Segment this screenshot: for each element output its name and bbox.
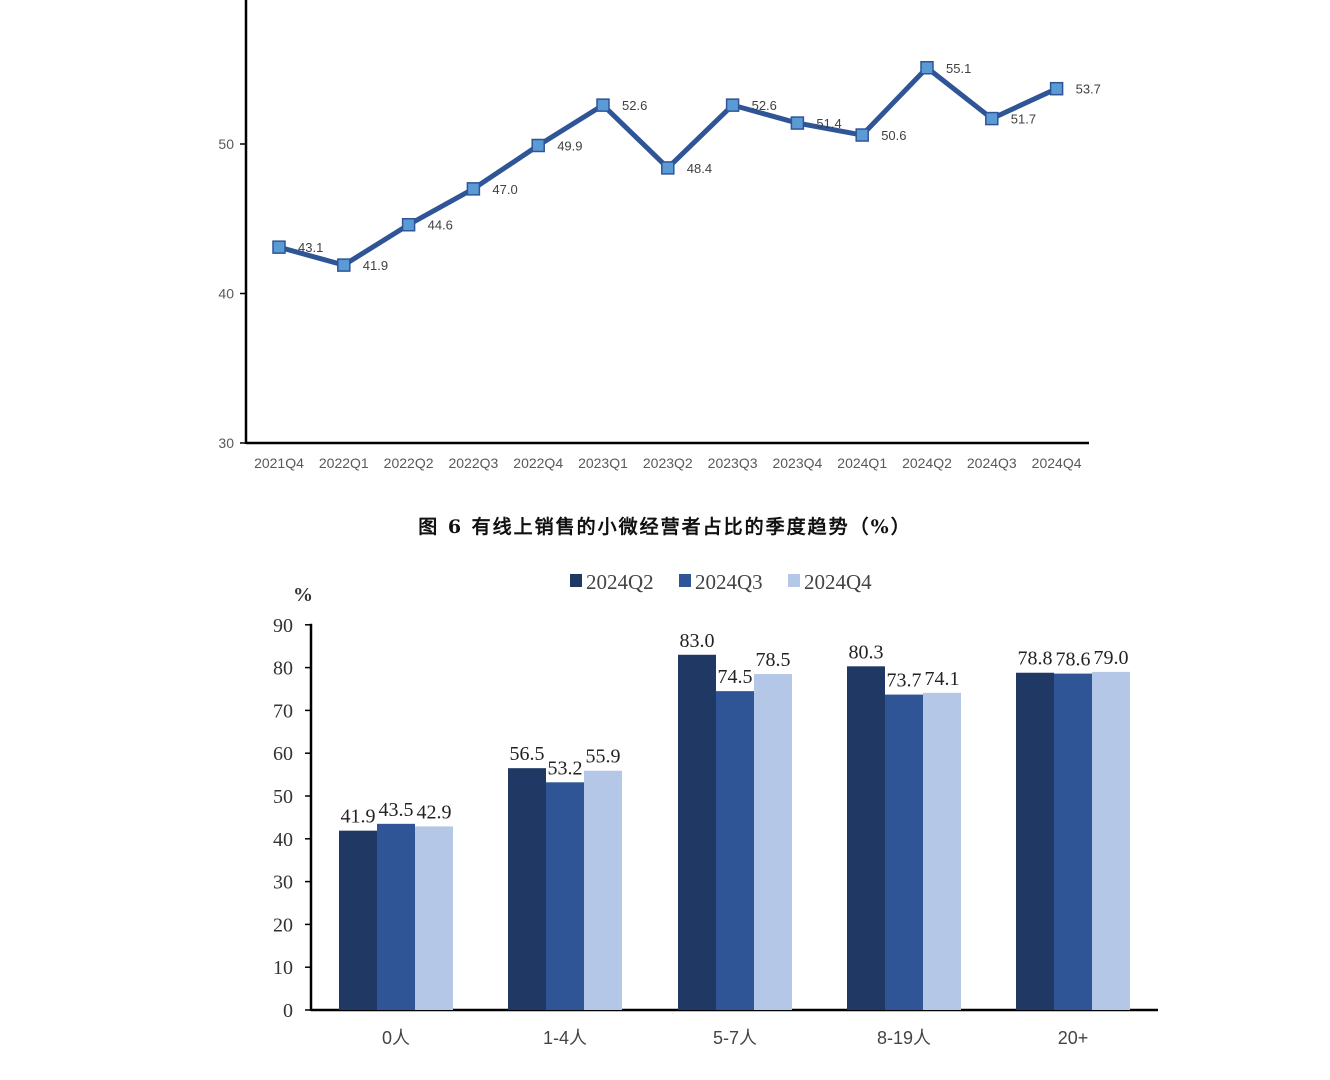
bar (584, 770, 622, 1010)
x-tick-label: 2022Q1 (319, 455, 369, 471)
y-tick-label: 70 (273, 700, 293, 722)
bar-value-label: 73.7 (887, 670, 922, 692)
data-label: 50.6 (881, 128, 906, 143)
legend-label: 2024Q3 (695, 570, 763, 594)
data-point-marker (401, 217, 416, 232)
data-label: 47.0 (492, 182, 517, 197)
x-tick-label: 2024Q2 (902, 455, 952, 471)
x-tick-label: 2023Q1 (578, 455, 628, 471)
x-tick-label: 2023Q3 (708, 455, 758, 471)
bar (923, 692, 961, 1010)
line-chart-quarterly: 30 40 50 2021Q4 2022Q1 2022Q2 2022Q3 2022Q4 2023… (218, 0, 1101, 471)
data-point-marker (985, 111, 999, 126)
data-point-marker (920, 61, 934, 75)
bar (847, 666, 885, 1010)
bar (1092, 671, 1130, 1010)
bar (716, 691, 754, 1010)
y-tick-label: 30 (273, 872, 293, 894)
data-label: 51.7 (1011, 112, 1036, 127)
data-label: 44.6 (428, 218, 453, 233)
bar-value-label: 53.2 (548, 757, 583, 779)
bar (415, 826, 453, 1010)
bar (754, 674, 792, 1010)
data-label: 48.4 (687, 161, 712, 176)
bar-value-label: 55.9 (586, 746, 621, 768)
y-tick-label: 20 (273, 914, 293, 936)
bar (339, 830, 377, 1010)
x-tick-label: 2022Q2 (384, 455, 434, 471)
x-tick-label: 2024Q1 (837, 455, 887, 471)
bar (377, 823, 415, 1010)
data-label: 55.1 (946, 61, 971, 76)
data-point-marker (790, 116, 805, 130)
legend-swatch (570, 574, 582, 587)
category-label: 1-4人 (543, 1028, 587, 1048)
data-point-marker (466, 182, 481, 196)
x-tick-label: 2024Q4 (1032, 455, 1082, 471)
bar (546, 782, 584, 1010)
bar (1054, 673, 1092, 1010)
y-tick-label: 0 (283, 1000, 293, 1022)
x-tick-label: 2022Q4 (513, 455, 563, 471)
data-point-marker (337, 258, 351, 272)
figure-caption: 图 6 有线上销售的小微经营者占比的季度趋势（%） (418, 516, 912, 538)
data-label: 41.9 (363, 258, 388, 273)
data-label: 49.9 (557, 138, 582, 153)
bar-value-label: 43.5 (379, 799, 414, 821)
y-tick-label: 80 (273, 658, 293, 680)
bar-value-label: 74.5 (718, 666, 753, 688)
y-unit-label: % (293, 584, 313, 606)
bar (508, 768, 546, 1010)
y-tick-label: 10 (273, 957, 293, 979)
bar-value-label: 41.9 (341, 806, 376, 828)
bar (1016, 672, 1054, 1010)
legend-label: 2024Q4 (804, 570, 872, 594)
data-point-marker (855, 128, 869, 142)
category-label: 8-19人 (877, 1028, 931, 1048)
x-tick-label: 2023Q4 (772, 455, 822, 471)
category-label: 0人 (382, 1028, 410, 1048)
y-tick-label: 40 (218, 286, 234, 302)
bar-value-label: 80.3 (849, 641, 884, 663)
legend-label: 2024Q2 (586, 570, 654, 594)
bar-value-label: 42.9 (417, 801, 452, 823)
bar-value-label: 78.5 (756, 649, 791, 671)
x-tick-label: 2021Q4 (254, 455, 304, 471)
data-point-marker (272, 240, 286, 254)
x-tick-label: 2024Q3 (967, 455, 1017, 471)
bar (678, 654, 716, 1010)
data-point-marker (661, 161, 675, 175)
data-point-marker (1049, 81, 1064, 96)
bar-value-label: 56.5 (510, 743, 545, 765)
bar (885, 694, 923, 1010)
data-label: 52.6 (622, 98, 647, 113)
data-label: 52.6 (752, 98, 777, 113)
x-tick-label: 2022Q3 (448, 455, 498, 471)
bar-value-label: 78.6 (1056, 649, 1091, 671)
data-label: 53.7 (1076, 82, 1101, 97)
category-label: 5-7人 (713, 1028, 757, 1048)
x-tick-label: 2023Q2 (643, 455, 693, 471)
bar-value-label: 78.8 (1018, 648, 1053, 670)
bar-value-label: 83.0 (680, 630, 715, 652)
y-tick-label: 90 (273, 615, 293, 637)
bar-value-label: 79.0 (1094, 647, 1129, 669)
data-label: 43.1 (298, 240, 323, 255)
bar-value-label: 74.1 (925, 668, 960, 690)
legend-swatch (679, 574, 691, 587)
data-point-marker (531, 138, 545, 153)
y-tick-label: 60 (273, 743, 293, 765)
data-label: 51.4 (816, 116, 841, 131)
y-tick-label: 50 (218, 136, 234, 152)
data-point-marker (596, 98, 610, 112)
data-point-marker (725, 98, 740, 112)
category-label: 20+ (1058, 1028, 1089, 1048)
y-tick-label: 30 (218, 435, 234, 451)
y-tick-label: 40 (273, 829, 293, 851)
legend-swatch (788, 574, 800, 587)
y-tick-label: 50 (273, 786, 293, 808)
